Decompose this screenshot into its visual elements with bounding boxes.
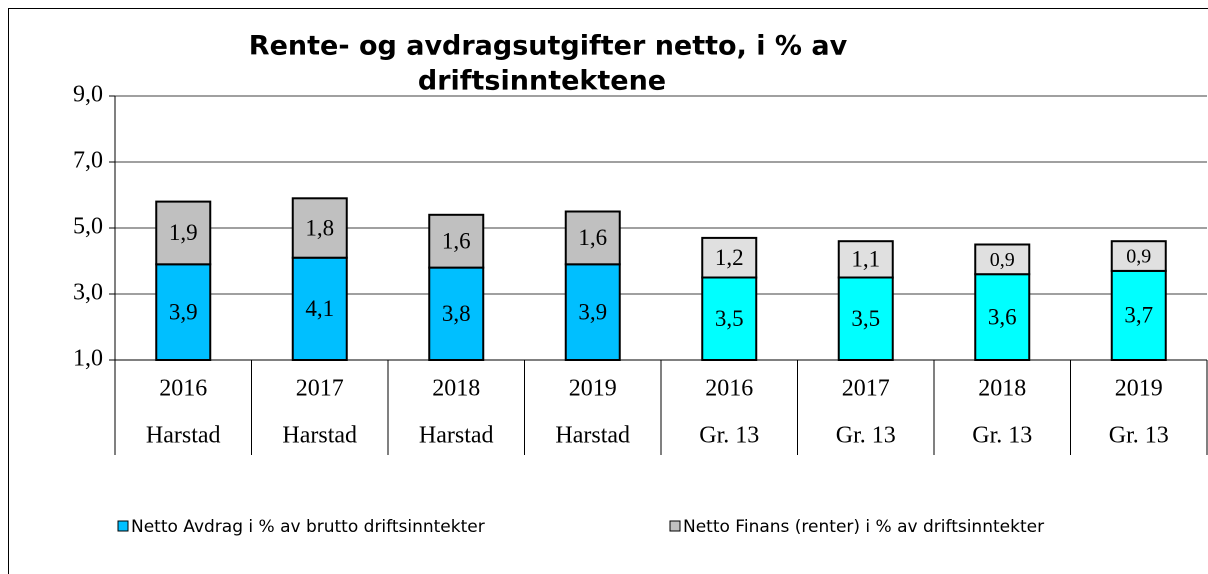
data-label: 0,9 bbox=[1126, 246, 1151, 268]
legend-swatch bbox=[117, 520, 129, 532]
legend-label: Netto Avdrag i % av brutto driftsinntekt… bbox=[131, 517, 485, 537]
x-tick-label: Harstad bbox=[282, 423, 357, 449]
data-label: 1,1 bbox=[851, 247, 880, 272]
x-tick-label: Gr. 13 bbox=[972, 423, 1032, 449]
data-label: 1,8 bbox=[305, 215, 334, 240]
x-tick-label: Gr. 13 bbox=[1109, 423, 1169, 449]
legend-label: Netto Finans (renter) i % av driftsinnte… bbox=[683, 517, 1044, 537]
x-tick-label: Harstad bbox=[146, 423, 221, 449]
data-label: 3,5 bbox=[851, 306, 880, 331]
data-label: 3,7 bbox=[1124, 303, 1153, 328]
x-tick-label: Harstad bbox=[555, 423, 630, 449]
bar-segment bbox=[155, 200, 212, 266]
y-tick-label: 5,0 bbox=[73, 214, 103, 240]
x-tick-label: Harstad bbox=[419, 423, 494, 449]
frame bbox=[8, 8, 1208, 574]
legend-swatch bbox=[669, 520, 681, 532]
bar-segment bbox=[564, 210, 621, 266]
bar-segment bbox=[428, 213, 485, 269]
x-tick-label: Gr. 13 bbox=[699, 423, 759, 449]
bar-segment bbox=[1110, 269, 1167, 361]
data-label: 0,9 bbox=[990, 249, 1015, 271]
bar-segment bbox=[837, 240, 894, 279]
x-tick-label: 2018 bbox=[978, 376, 1026, 402]
bar-segment bbox=[428, 266, 485, 362]
chart-title: Rente- og avdragsutgifter netto, i % av bbox=[249, 31, 848, 62]
y-tick-label: 1,0 bbox=[73, 346, 103, 372]
x-tick-label: 2017 bbox=[842, 376, 890, 402]
bar-segment bbox=[1110, 240, 1167, 272]
y-tick-label: 7,0 bbox=[73, 148, 103, 174]
bar-segment bbox=[974, 243, 1031, 276]
data-label: 1,9 bbox=[169, 220, 198, 245]
data-label: 1,2 bbox=[715, 245, 744, 270]
y-tick-label: 3,0 bbox=[73, 280, 103, 306]
x-tick-label: 2019 bbox=[1115, 376, 1163, 402]
data-label: 3,9 bbox=[169, 299, 198, 324]
x-tick-label: 2018 bbox=[432, 376, 480, 402]
chart-title: driftsinntektene bbox=[418, 66, 666, 97]
data-label: 3,9 bbox=[578, 299, 607, 324]
bar-segment bbox=[701, 236, 758, 279]
y-tick-label: 9,0 bbox=[73, 82, 103, 108]
x-tick-label: 2019 bbox=[569, 376, 617, 402]
data-label: 3,8 bbox=[442, 301, 471, 326]
data-label: 1,6 bbox=[578, 225, 607, 250]
x-tick-label: Gr. 13 bbox=[836, 423, 896, 449]
data-label: 3,5 bbox=[715, 306, 744, 331]
data-label: 1,6 bbox=[442, 228, 471, 253]
data-label: 3,6 bbox=[988, 304, 1017, 329]
data-label: 4,1 bbox=[305, 296, 334, 321]
x-tick-label: 2016 bbox=[705, 376, 753, 402]
x-tick-label: 2017 bbox=[296, 376, 344, 402]
bar-segment bbox=[291, 197, 348, 259]
x-tick-label: 2016 bbox=[159, 376, 207, 402]
